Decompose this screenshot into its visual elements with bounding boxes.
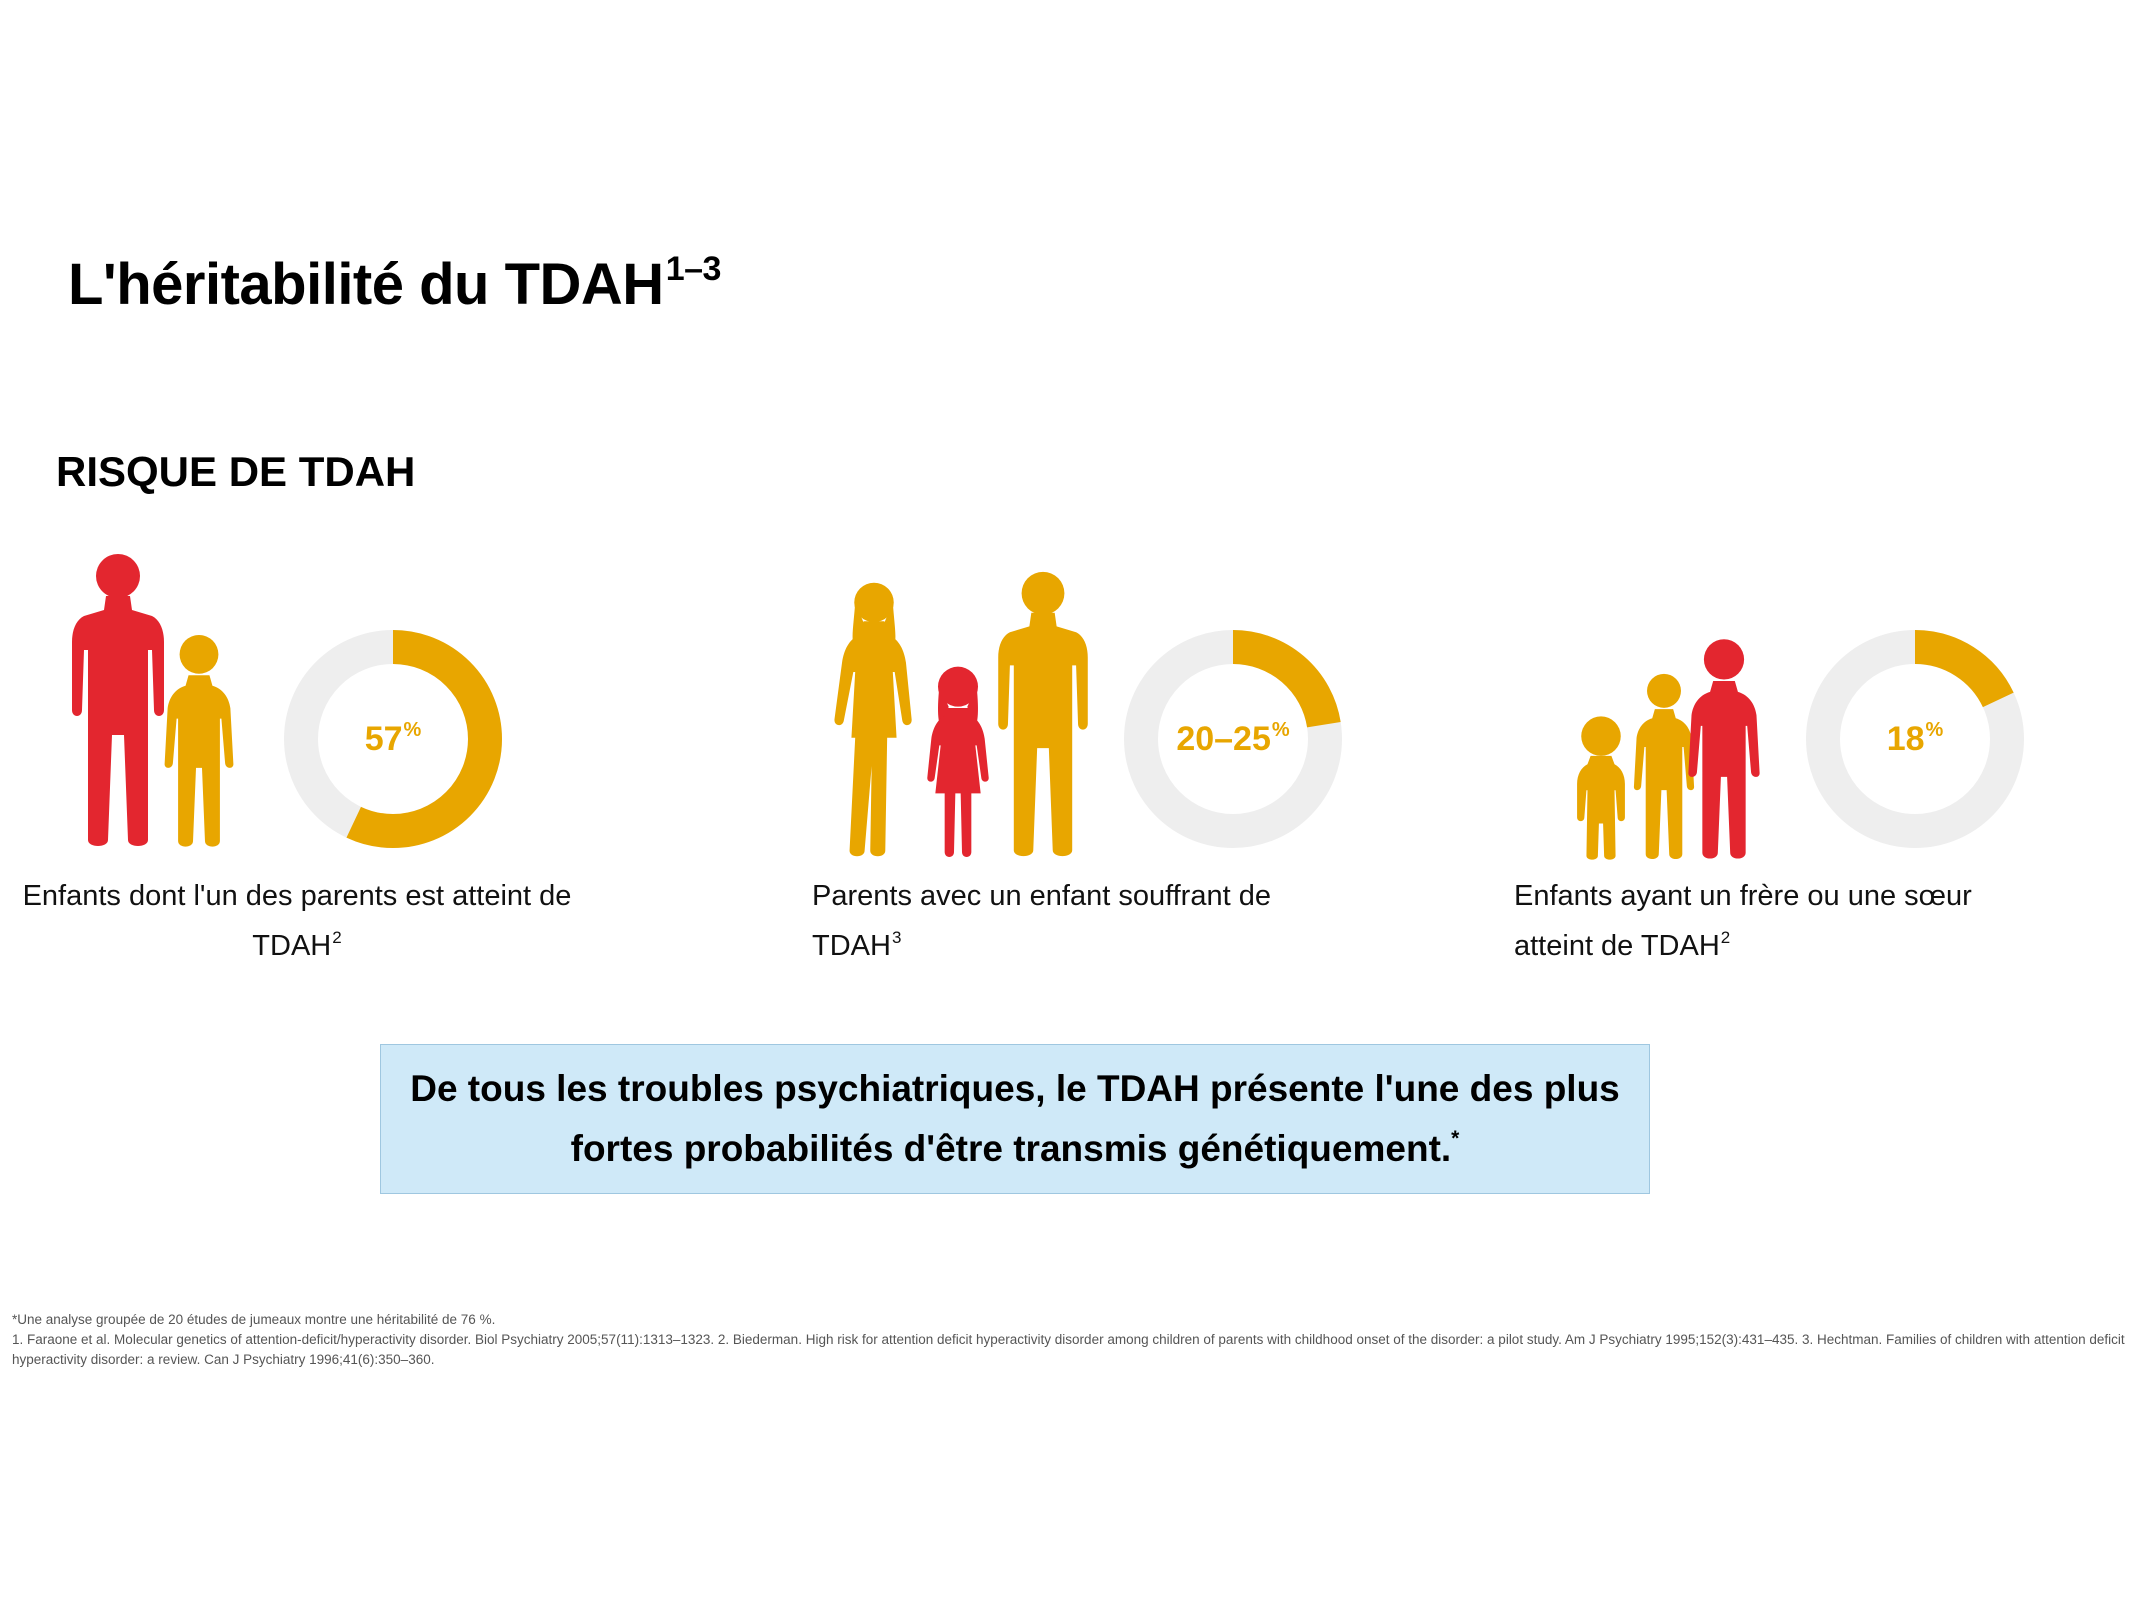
caption-1: Enfants dont l'un des parents est attein… [22, 876, 572, 967]
donut-chart-3: 18% [1806, 630, 2024, 848]
caption-3: Enfants ayant un frère ou une sœur attei… [1514, 876, 2034, 967]
caption-text: Enfants dont l'un des parents est attein… [22, 880, 572, 962]
siblings-figure [1570, 630, 1766, 862]
section-heading: RISQUE DE TDAH [56, 448, 416, 495]
woman-yellow-icon [834, 582, 912, 857]
percent-label: 20–25% [1124, 719, 1342, 759]
percent-value: 57 [364, 720, 403, 758]
footnotes: *Une analyse groupée de 20 études de jum… [12, 1310, 2127, 1370]
key-message-box: De tous les troubles psychiatriques, le … [380, 1044, 1650, 1194]
caption-text: Enfants ayant un frère ou une sœur attei… [1514, 880, 1972, 962]
caption-reference: 2 [332, 928, 342, 947]
percent-value: 20–25 [1176, 720, 1271, 758]
donut-arc [284, 630, 502, 848]
footnote-references: 1. Faraone et al. Molecular genetics of … [12, 1332, 2125, 1367]
key-message-footnote-marker: * [1451, 1127, 1460, 1150]
toddler-yellow-icon [1577, 716, 1625, 860]
child-red-icon [1688, 639, 1760, 859]
donut-chart-2: 20–25% [1124, 630, 1342, 848]
page-title: L'héritabilité du TDAH1–3 [68, 250, 721, 318]
key-message-text: De tous les troubles psychiatriques, le … [410, 1068, 1620, 1169]
donut-chart-1: 57% [284, 630, 502, 848]
percent-unit: % [1271, 719, 1290, 741]
percent-unit: % [403, 719, 422, 741]
percent-label: 18% [1806, 719, 2024, 759]
caption-2: Parents avec un enfant souffrant de TDAH… [812, 876, 1332, 967]
donut-arc [1124, 630, 1342, 848]
caption-text: Parents avec un enfant souffrant de TDAH [812, 880, 1271, 962]
donut-arc [1806, 630, 2024, 848]
key-message: De tous les troubles psychiatriques, le … [381, 1064, 1649, 1174]
adult-red-icon [72, 554, 164, 846]
caption-reference: 3 [891, 928, 902, 947]
caption-reference: 2 [1720, 928, 1731, 947]
title-reference: 1–3 [665, 250, 722, 288]
girl-red-icon [927, 666, 989, 857]
child-yellow-icon [164, 634, 234, 847]
man-yellow-icon [998, 571, 1088, 857]
title-text: L'héritabilité du TDAH [68, 252, 664, 317]
percent-label: 57% [284, 719, 502, 759]
child-yellow-icon [1633, 673, 1695, 860]
parent-child-figure [62, 540, 252, 850]
family-figure [826, 568, 1096, 860]
percent-value: 18 [1886, 720, 1925, 758]
percent-unit: % [1925, 719, 1944, 741]
footnote-note: *Une analyse groupée de 20 études de jum… [12, 1312, 496, 1327]
